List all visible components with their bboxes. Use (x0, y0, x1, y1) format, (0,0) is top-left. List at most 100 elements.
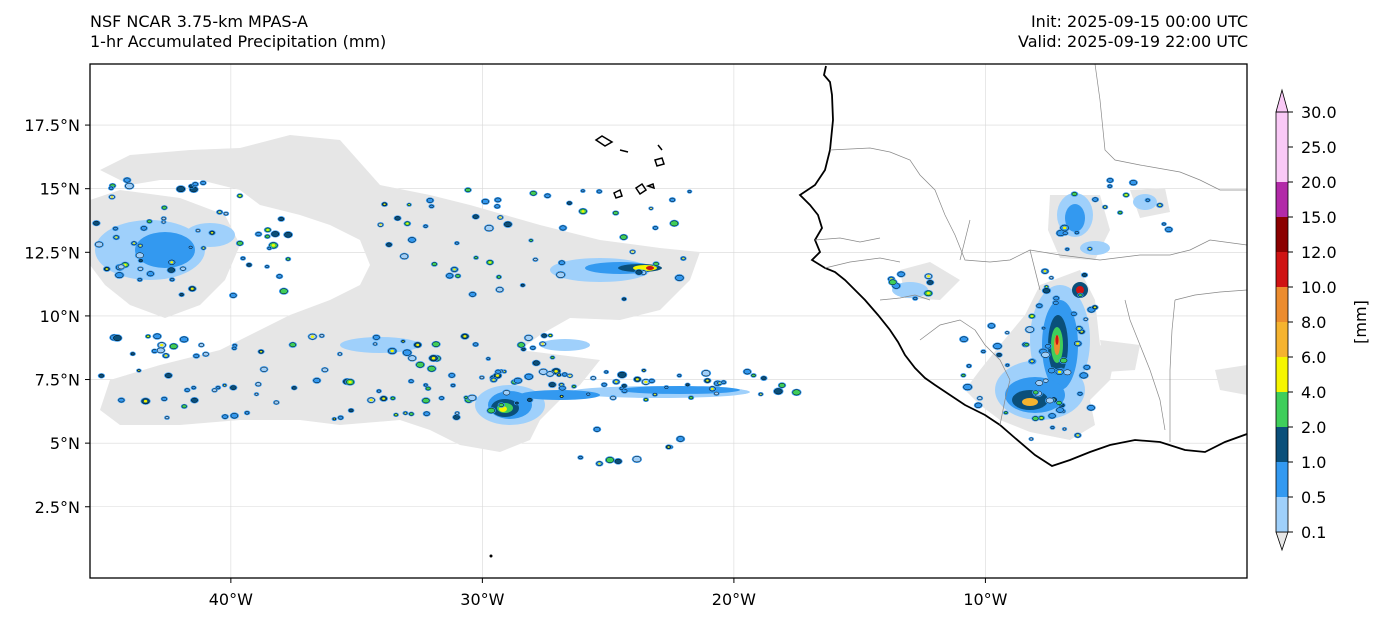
convective-cell (516, 341, 526, 349)
convective-cell (372, 334, 381, 341)
convective-cell (896, 270, 906, 278)
convective-cell (523, 373, 534, 381)
convective-cell (1091, 304, 1099, 311)
convective-cell (136, 368, 142, 373)
convective-cell (168, 342, 179, 350)
convective-cell (160, 216, 167, 221)
convective-cell (595, 460, 604, 467)
convective-cell (187, 285, 197, 293)
convective-cell (1049, 425, 1056, 430)
convective-cell (960, 373, 967, 378)
convective-cell (912, 296, 919, 301)
convective-cell (571, 384, 577, 389)
convective-cell (254, 231, 263, 237)
convective-cell (713, 391, 720, 396)
convective-cell (229, 292, 238, 299)
lat-tick-label: 12.5°N (24, 243, 80, 262)
convective-cell (236, 193, 244, 199)
convective-cell (987, 322, 996, 330)
lat-tick-label: 17.5°N (24, 116, 80, 135)
convective-cell (924, 273, 933, 280)
convective-cell (532, 257, 539, 262)
colorbar-label: [mm] (1351, 300, 1370, 344)
convective-cell (381, 201, 389, 207)
precip-intense (497, 265, 1084, 413)
valid-time: Valid: 2025-09-19 22:00 UTC (1017, 32, 1248, 51)
convective-cell (959, 335, 969, 343)
convective-cell (167, 258, 177, 266)
convective-cell (473, 255, 479, 260)
lat-tick-label: 7.5°N (35, 371, 80, 390)
convective-cell (566, 200, 573, 206)
convective-cell (1074, 325, 1084, 332)
convective-cell (1023, 342, 1030, 348)
colorbar-tick-label: 10.0 (1301, 278, 1337, 297)
convective-cell (450, 266, 459, 273)
lat-tick-label: 15°N (40, 180, 80, 199)
colorbar-tick-label: 6.0 (1301, 348, 1326, 367)
convective-cell (318, 333, 325, 339)
convective-cell (604, 456, 615, 464)
convective-cell (620, 383, 628, 389)
convective-cell (1040, 268, 1050, 275)
convective-cell (366, 396, 376, 404)
convective-cell (421, 397, 431, 404)
convective-cell (494, 369, 502, 375)
convective-cell (1070, 191, 1079, 197)
convective-cell (387, 347, 398, 355)
convective-cell (160, 205, 168, 211)
convective-cell (558, 394, 565, 399)
convective-cell (221, 413, 229, 420)
convective-cell (425, 197, 435, 204)
convective-cell (525, 397, 534, 403)
convective-cell (592, 426, 602, 433)
convective-cell (674, 274, 685, 282)
lon-tick-label: 10°W (963, 590, 1007, 609)
convective-cell (1106, 183, 1113, 189)
convective-cell (140, 397, 151, 405)
convective-cell (222, 211, 230, 217)
convective-cell (160, 396, 168, 402)
colorbar-tick-label: 20.0 (1301, 173, 1337, 192)
lat-tick-label: 2.5°N (35, 498, 80, 517)
convective-cell (178, 292, 185, 298)
convective-cell (561, 371, 569, 378)
convective-cell (995, 352, 1003, 358)
convective-cell (556, 372, 563, 378)
convective-cell (578, 207, 588, 215)
colorbar-tick-label: 0.5 (1301, 488, 1326, 507)
convective-cell (503, 220, 513, 228)
convective-cell (191, 181, 199, 187)
convective-cell (229, 384, 238, 391)
convective-cell (1028, 313, 1036, 320)
convective-cell (422, 382, 429, 388)
convective-cell (1024, 325, 1035, 334)
convective-cell (926, 279, 935, 286)
convective-cell (555, 271, 566, 279)
init-time: Init: 2025-09-15 00:00 UTC (1030, 12, 1248, 31)
convective-cell (1106, 177, 1115, 184)
convective-cell (528, 238, 534, 243)
convective-cell (965, 363, 973, 369)
convective-cell (976, 395, 984, 401)
convective-cell (454, 273, 462, 279)
convective-cell (320, 366, 329, 373)
convective-cell (669, 219, 680, 227)
convective-cell (445, 272, 455, 280)
convective-cell (540, 332, 548, 339)
convective-cell (1052, 300, 1060, 306)
convective-cell (686, 189, 693, 194)
convective-cell (408, 411, 415, 417)
convective-cell (202, 351, 210, 358)
convective-cell (1076, 391, 1084, 397)
convective-cell (438, 395, 445, 401)
convective-cell (707, 385, 717, 393)
convective-cells (92, 176, 1174, 467)
convective-cell (529, 190, 538, 197)
convective-cell (460, 332, 470, 340)
convective-cell (122, 176, 132, 184)
convective-cell (278, 287, 289, 295)
convective-cell (107, 185, 115, 191)
convective-cell (1037, 415, 1046, 421)
convective-cell (471, 213, 480, 220)
